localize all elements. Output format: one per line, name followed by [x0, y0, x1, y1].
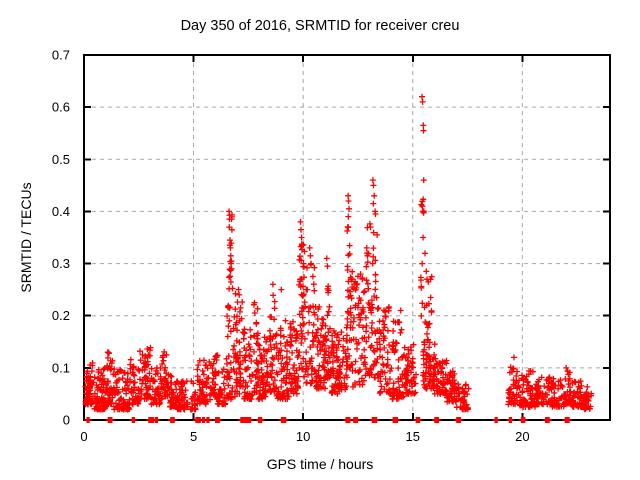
scatter-points-path: [82, 93, 595, 423]
y-tick-label: 0.4: [52, 204, 70, 219]
y-tick-label: 0.3: [52, 256, 70, 271]
y-tick-label: 0.5: [52, 152, 70, 167]
y-tick-label: 0.1: [52, 360, 70, 375]
x-tick-label: 20: [515, 429, 529, 444]
y-tick-label: 0.6: [52, 100, 70, 115]
y-tick-label: 0: [63, 413, 70, 428]
x-tick-label: 10: [296, 429, 310, 444]
y-tick-label: 0.2: [52, 308, 70, 323]
y-tick-label: 0.7: [52, 48, 70, 63]
x-axis-label: GPS time / hours: [267, 456, 374, 472]
tick-labels: 0 0.1 0.2 0.3 0.4 0.5 0.6 0.7 0 5 10 15 20: [52, 48, 530, 445]
x-tick-label: 5: [190, 429, 197, 444]
data-points: [82, 93, 595, 423]
x-tick-label: 15: [406, 429, 420, 444]
y-axis-label: SRMTID / TECUs: [18, 182, 34, 292]
chart-title: Day 350 of 2016, SRMTID for receiver cre…: [181, 18, 460, 34]
x-tick-label: 0: [80, 429, 87, 444]
